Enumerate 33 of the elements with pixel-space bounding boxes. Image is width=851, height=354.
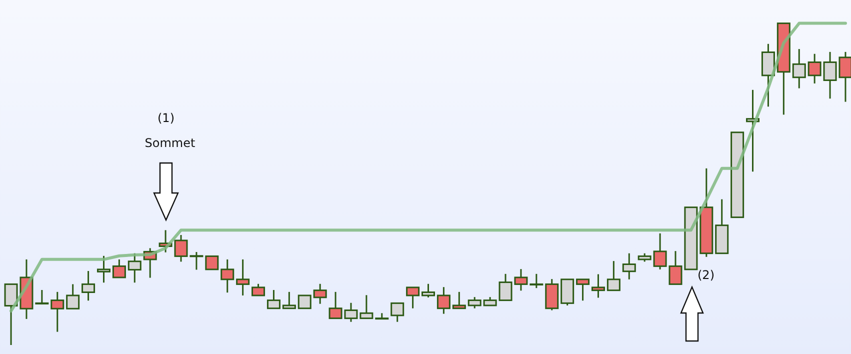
candlestick bbox=[50, 291, 64, 333]
annotation: (2) bbox=[698, 268, 714, 282]
candlestick bbox=[606, 260, 620, 292]
candlestick bbox=[236, 258, 250, 296]
candlestick bbox=[576, 278, 590, 302]
candlestick bbox=[406, 286, 420, 310]
candlestick bbox=[35, 289, 49, 305]
annotation: (1) bbox=[158, 111, 174, 125]
candlestick bbox=[96, 255, 110, 284]
candlestick bbox=[266, 289, 280, 310]
candlestick bbox=[560, 278, 574, 306]
candlestick bbox=[360, 294, 374, 320]
candlestick bbox=[298, 294, 312, 310]
candlestick bbox=[792, 48, 806, 90]
candlestick bbox=[282, 291, 296, 310]
candlestick bbox=[761, 43, 775, 108]
candlestick bbox=[252, 283, 266, 296]
candlestick bbox=[808, 53, 822, 84]
candlestick bbox=[82, 270, 96, 302]
candlestick bbox=[313, 283, 327, 305]
candlestick bbox=[205, 255, 219, 270]
candlestick bbox=[112, 258, 126, 278]
candlestick bbox=[452, 291, 466, 310]
candlestick bbox=[530, 273, 544, 289]
candlestick bbox=[422, 283, 435, 298]
candlestick bbox=[622, 252, 636, 280]
candlestick bbox=[591, 273, 605, 298]
candlestick bbox=[66, 283, 80, 310]
candlestick bbox=[468, 296, 482, 310]
candlestick bbox=[220, 258, 234, 294]
candlestick bbox=[436, 286, 450, 315]
annotation: Sommet bbox=[144, 136, 196, 150]
candlestick bbox=[390, 302, 404, 323]
